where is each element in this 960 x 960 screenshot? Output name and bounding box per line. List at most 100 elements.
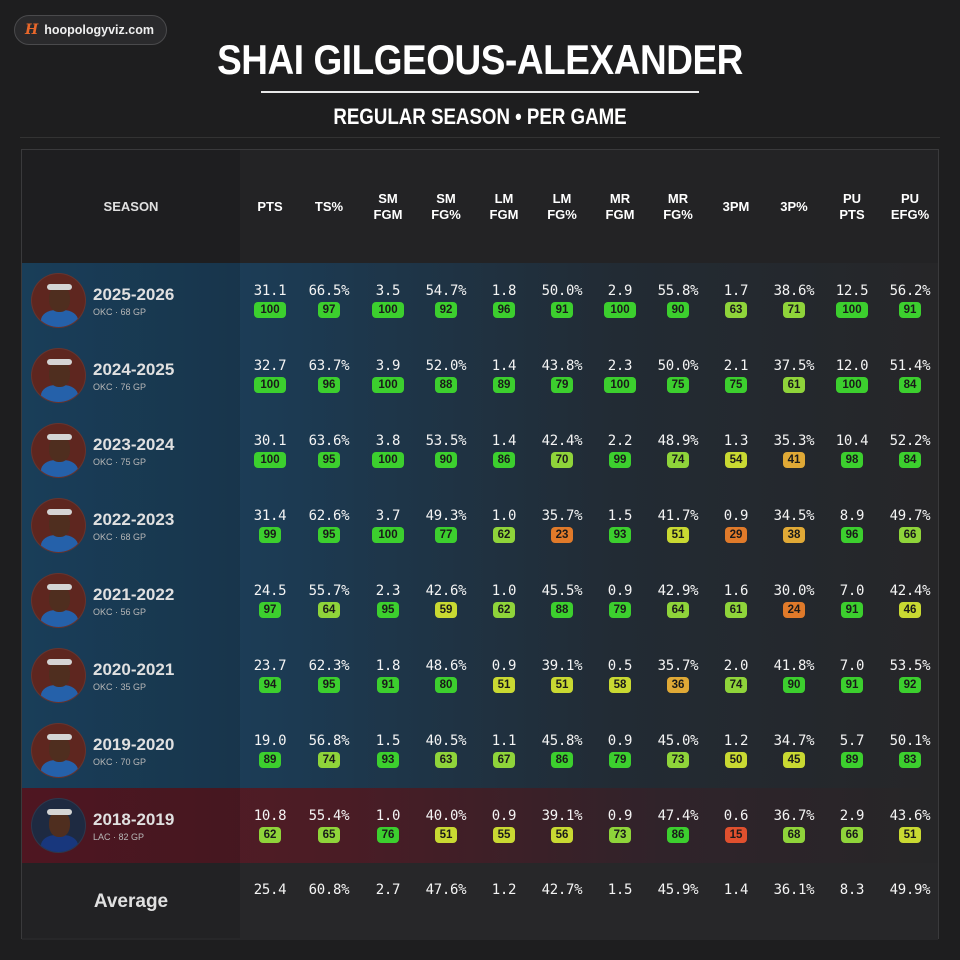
average-label: Average bbox=[93, 890, 169, 912]
average-value: 1.4 bbox=[723, 882, 749, 898]
column-header: MR FG% bbox=[663, 190, 693, 222]
stat-cell: 35.7% 23 bbox=[533, 488, 591, 563]
stat-value: 49.7% bbox=[889, 508, 931, 524]
stat-cell: 45.8% 86 bbox=[533, 713, 591, 788]
percentile-badge: 83 bbox=[899, 752, 921, 768]
table-row[interactable]: 2019-2020 OKC · 70 GP 19.0 89 56.8% 74 1.5 93 40… bbox=[22, 713, 938, 788]
stat-cell: 52.0% 88 bbox=[417, 338, 475, 413]
stat-cell: 2.9 100 bbox=[591, 263, 649, 338]
season-team-games: OKC · 35 GP bbox=[93, 682, 147, 692]
brand-logo-icon: H bbox=[25, 22, 39, 38]
percentile-badge: 51 bbox=[493, 677, 515, 693]
stat-cell: 1.0 62 bbox=[475, 563, 533, 638]
stat-value: 41.7% bbox=[657, 508, 699, 524]
stat-value: 8.9 bbox=[839, 508, 865, 524]
column-header: LM FG% bbox=[547, 190, 577, 222]
percentile-badge: 90 bbox=[435, 452, 457, 468]
percentile-badge: 63 bbox=[725, 302, 747, 318]
stat-cell: 7.0 91 bbox=[823, 638, 881, 713]
stat-cell: 45.5% 88 bbox=[533, 563, 591, 638]
stat-value: 2.3 bbox=[607, 358, 633, 374]
percentile-badge: 38 bbox=[783, 527, 805, 543]
stat-value: 1.6 bbox=[723, 583, 749, 599]
stat-value: 35.7% bbox=[541, 508, 583, 524]
stat-value: 40.0% bbox=[425, 808, 467, 824]
percentile-badge: 46 bbox=[899, 602, 921, 618]
stat-cell: 35.3% 41 bbox=[765, 413, 823, 488]
stat-value: 1.0 bbox=[491, 583, 517, 599]
stat-value: 2.2 bbox=[607, 433, 633, 449]
percentile-badge: 95 bbox=[318, 452, 340, 468]
stat-cell: 1.7 63 bbox=[707, 263, 765, 338]
percentile-badge: 45 bbox=[783, 752, 805, 768]
stat-value: 43.8% bbox=[541, 358, 583, 374]
stat-value: 19.0 bbox=[253, 733, 287, 749]
stat-cell: 62.6% 95 bbox=[300, 488, 358, 563]
stat-value: 2.0 bbox=[723, 658, 749, 674]
stat-cell: 40.5% 63 bbox=[417, 713, 475, 788]
stat-value: 3.7 bbox=[375, 508, 401, 524]
title-underline bbox=[261, 91, 699, 93]
percentile-badge: 79 bbox=[609, 752, 631, 768]
percentile-badge: 97 bbox=[259, 602, 281, 618]
percentile-badge: 65 bbox=[318, 827, 340, 843]
percentile-badge: 88 bbox=[435, 377, 457, 393]
percentile-badge: 59 bbox=[435, 602, 457, 618]
stat-value: 62.3% bbox=[308, 658, 350, 674]
player-avatar bbox=[31, 423, 86, 478]
average-value: 2.7 bbox=[375, 882, 401, 898]
stat-cell: 1.8 91 bbox=[359, 638, 417, 713]
stat-value: 1.5 bbox=[375, 733, 401, 749]
player-avatar bbox=[31, 798, 86, 853]
stat-cell: 42.4% 46 bbox=[881, 563, 939, 638]
percentile-badge: 100 bbox=[372, 377, 404, 393]
brand-badge[interactable]: H hoopologyviz.com bbox=[14, 15, 167, 45]
table-row[interactable]: 2020-2021 OKC · 35 GP 23.7 94 62.3% 95 1.8 91 48… bbox=[22, 638, 938, 713]
season-label: 2023-2024 bbox=[93, 435, 175, 454]
stat-value: 66.5% bbox=[308, 283, 350, 299]
percentile-badge: 62 bbox=[259, 827, 281, 843]
stat-cell: 63.7% 96 bbox=[300, 338, 358, 413]
table-row[interactable]: 2024-2025 OKC · 76 GP 32.7 100 63.7% 96 3.9 100… bbox=[22, 338, 938, 413]
stat-value: 63.7% bbox=[308, 358, 350, 374]
percentile-badge: 29 bbox=[725, 527, 747, 543]
column-header: PU EFG% bbox=[890, 190, 930, 222]
table-row[interactable]: 2023-2024 OKC · 75 GP 30.1 100 63.6% 95 3.8 100… bbox=[22, 413, 938, 488]
percentile-badge: 100 bbox=[254, 302, 286, 318]
stat-cell: 30.1 100 bbox=[241, 413, 299, 488]
season-team-games: OKC · 70 GP bbox=[93, 757, 147, 767]
player-avatar bbox=[31, 573, 86, 628]
stat-value: 2.9 bbox=[607, 283, 633, 299]
stat-value: 48.9% bbox=[657, 433, 699, 449]
stat-value: 35.3% bbox=[773, 433, 815, 449]
stat-value: 40.5% bbox=[425, 733, 467, 749]
stat-cell: 55.8% 90 bbox=[649, 263, 707, 338]
percentile-badge: 73 bbox=[609, 827, 631, 843]
percentile-badge: 100 bbox=[254, 377, 286, 393]
average-value: 42.7% bbox=[541, 882, 583, 898]
stat-value: 1.8 bbox=[491, 283, 517, 299]
average-row: Average 25.4 60.8% 2.7 47.6% 1.2 42.7% 1.5 45.9… bbox=[22, 863, 938, 940]
percentile-badge: 95 bbox=[318, 677, 340, 693]
stat-value: 23.7 bbox=[253, 658, 287, 674]
table-row[interactable]: 2025-2026 OKC · 68 GP 31.1 100 66.5% 97 3.5 100… bbox=[22, 263, 938, 338]
stat-value: 53.5% bbox=[889, 658, 931, 674]
stat-cell: 7.0 91 bbox=[823, 563, 881, 638]
percentile-badge: 73 bbox=[667, 752, 689, 768]
stat-cell: 38.6% 71 bbox=[765, 263, 823, 338]
percentile-badge: 79 bbox=[609, 602, 631, 618]
stat-cell: 1.4 89 bbox=[475, 338, 533, 413]
table-row[interactable]: 2018-2019 LAC · 82 GP 10.8 62 55.4% 65 1.0 76 40… bbox=[22, 788, 938, 863]
stat-cell: 36.7% 68 bbox=[765, 788, 823, 863]
percentile-badge: 86 bbox=[551, 752, 573, 768]
percentile-badge: 92 bbox=[435, 302, 457, 318]
table-row[interactable]: 2022-2023 OKC · 68 GP 31.4 99 62.6% 95 3.7 100 4… bbox=[22, 488, 938, 563]
percentile-badge: 74 bbox=[667, 452, 689, 468]
stat-value: 52.2% bbox=[889, 433, 931, 449]
average-value: 8.3 bbox=[839, 882, 865, 898]
percentile-badge: 51 bbox=[667, 527, 689, 543]
table-row[interactable]: 2021-2022 OKC · 56 GP 24.5 97 55.7% 64 2.3 95 42… bbox=[22, 563, 938, 638]
stat-cell: 55.4% 65 bbox=[300, 788, 358, 863]
stat-cell: 55.7% 64 bbox=[300, 563, 358, 638]
percentile-badge: 36 bbox=[667, 677, 689, 693]
